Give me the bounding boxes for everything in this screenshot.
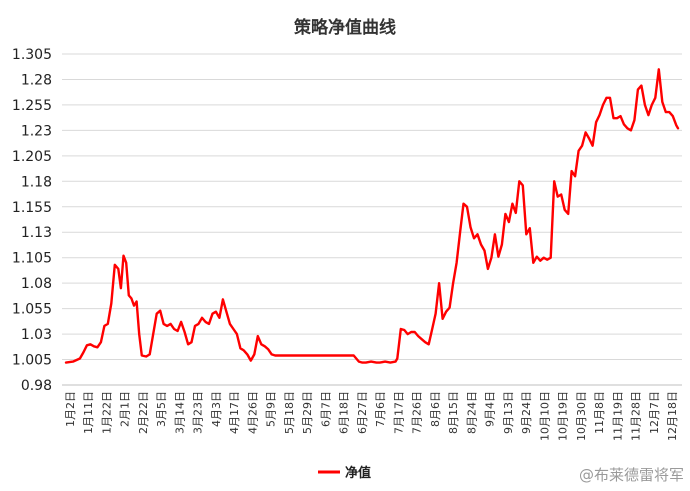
x-tick-label: 1月22日 (100, 391, 113, 434)
y-tick-label: 1.08 (21, 276, 52, 292)
legend: 净值 (318, 465, 371, 481)
x-tick-label: 8月15日 (447, 391, 460, 434)
x-tick-label: 6月18日 (338, 391, 351, 434)
x-tick-label: 9月13日 (502, 391, 515, 434)
y-tick-label: 1.18 (21, 174, 52, 190)
y-tick-label: 1.155 (12, 200, 52, 216)
x-tick-label: 5月9日 (265, 391, 278, 427)
y-tick-label: 1.205 (12, 149, 52, 165)
x-tick-label: 7月17日 (392, 391, 405, 434)
x-tick-label: 5月29日 (301, 391, 314, 434)
x-tick-label: 8月6日 (429, 391, 442, 427)
x-axis-ticks: 1月2日 1月11日 1月22日 2月1日 2月22日 3月5日 3月14日 3月23日 4月3… (64, 391, 679, 441)
watermark-text: @布莱德雷将军 (579, 466, 684, 484)
x-tick-label: 10月19日 (557, 391, 570, 441)
legend-label: 净值 (345, 465, 371, 481)
x-tick-label: 11月28日 (630, 391, 643, 441)
x-tick-label: 11月8日 (593, 391, 606, 434)
y-tick-label: 1.13 (21, 225, 52, 241)
x-tick-label: 1月2日 (64, 391, 77, 427)
x-tick-label: 3月23日 (192, 391, 205, 434)
y-tick-label: 1.28 (21, 72, 52, 88)
x-tick-label: 9月4日 (484, 391, 497, 427)
x-tick-label: 4月3日 (210, 391, 223, 427)
x-tick-label: 10月10日 (538, 391, 551, 441)
x-tick-label: 9月24日 (520, 391, 533, 434)
y-tick-label: 1.23 (21, 123, 52, 139)
x-tick-label: 6月27日 (356, 391, 369, 434)
x-tick-label: 12月7日 (648, 391, 661, 434)
x-tick-label: 3月14日 (173, 391, 186, 434)
x-tick-label: 5月18日 (283, 391, 296, 434)
y-tick-label: 1.305 (12, 47, 52, 63)
x-tick-label: 4月26日 (246, 391, 259, 434)
y-tick-label: 1.055 (12, 302, 52, 318)
y-tick-label: 1.03 (21, 327, 52, 343)
x-tick-label: 7月6日 (374, 391, 387, 427)
x-tick-label: 1月11日 (82, 391, 95, 434)
x-tick-label: 3月5日 (155, 391, 168, 427)
watermark: @布莱德雷将军 (579, 466, 684, 484)
y-tick-label: 0.98 (21, 378, 52, 394)
y-axis-ticks: 0.98 1.005 1.03 1.055 1.08 1.105 1.13 1.155 1.18… (12, 47, 52, 394)
x-tick-label: 6月7日 (319, 391, 332, 427)
x-tick-label: 10月30日 (575, 391, 588, 441)
y-tick-label: 1.105 (12, 251, 52, 267)
x-tick-label: 4月17日 (228, 391, 241, 434)
x-tick-label: 12月18日 (666, 391, 679, 441)
x-tick-label: 2月1日 (119, 391, 132, 427)
chart-title: 策略净值曲线 (294, 17, 396, 38)
x-tick-label: 2月22日 (137, 391, 150, 434)
x-tick-label: 8月24日 (465, 391, 478, 434)
grid-lines (62, 53, 682, 361)
x-tick-label: 11月19日 (611, 391, 624, 441)
y-tick-label: 1.005 (12, 353, 52, 369)
x-tick-label: 7月26日 (411, 391, 424, 434)
series-line-net-value (64, 68, 680, 364)
y-tick-label: 1.255 (12, 98, 52, 114)
